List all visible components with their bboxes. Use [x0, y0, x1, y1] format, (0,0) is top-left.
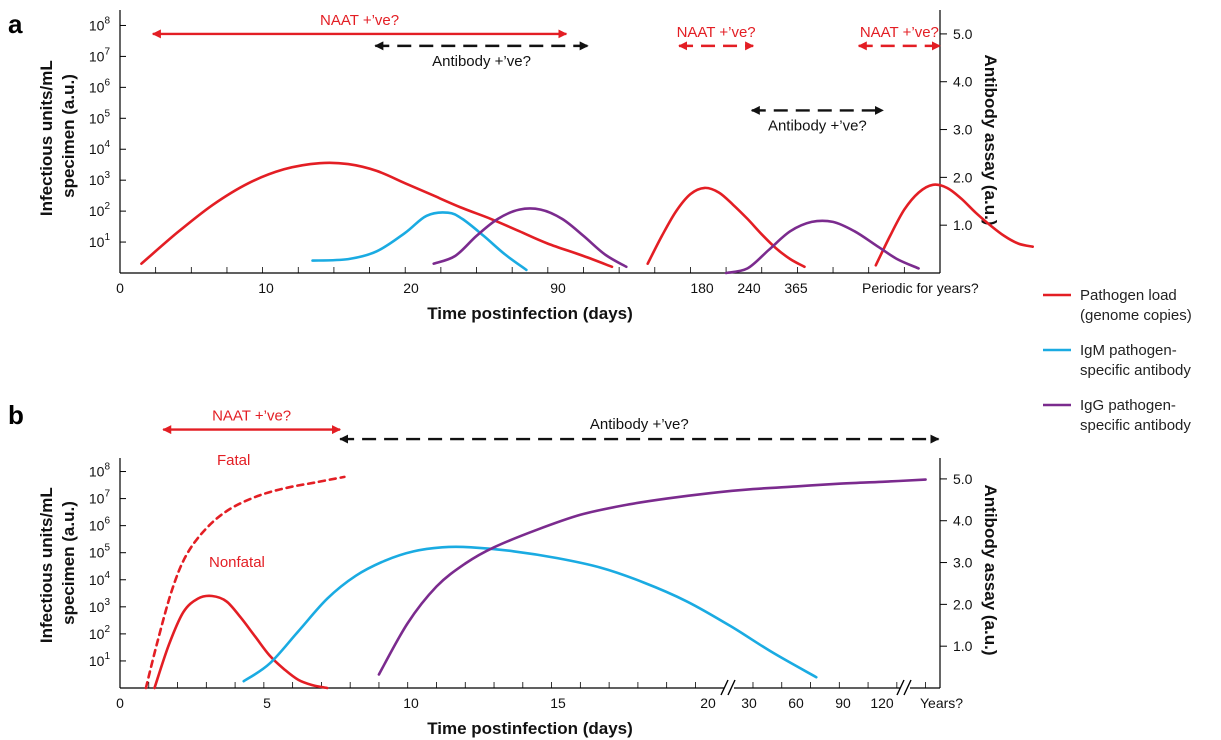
series-line-igg [724, 219, 920, 275]
y-right-tick-label: 4.0 [953, 513, 973, 529]
series-line-pathogen [153, 594, 329, 690]
y-title-line: specimen (a.u.) [59, 501, 78, 625]
y-right-tick-label: 2.0 [953, 169, 973, 185]
y-left-tick-label: 105 [89, 543, 111, 561]
y-left-tick-label: 108 [89, 462, 111, 480]
panel-a-y-title-left: Infectious units/mL specimen (a.u.) [37, 56, 78, 216]
series-line-igg [377, 478, 927, 676]
x-tick-label: 10 [258, 280, 274, 296]
legend-label: specific antibody [1080, 417, 1191, 434]
y-right-tick-label: 5.0 [953, 26, 973, 42]
y-title-line: specimen (a.u.) [59, 74, 78, 198]
legend-label: (genome copies) [1080, 307, 1192, 324]
nonfatal-label: Nonfatal [209, 554, 265, 571]
series-line-igg [432, 207, 628, 269]
y-left-tick-label: 101 [89, 651, 111, 669]
x-tick-label: 60 [788, 695, 804, 711]
panel-a-x-title: Time postinfection (days) [427, 304, 633, 323]
panel-b-y-title-right: Antibody assay (a.u.) [981, 485, 1000, 656]
y-left-tick-label: 106 [89, 516, 111, 534]
annotation-label: NAAT +’ve? [677, 24, 756, 41]
series-line-pathogen [140, 161, 614, 269]
panel-b-x-ticks: 0 5 10 15 20 30 60 90 120 Years? [116, 695, 963, 711]
x-tick-label: 90 [835, 695, 851, 711]
y-left-tick-label: 107 [89, 489, 111, 507]
y-right-tick-label: 3.0 [953, 555, 973, 571]
y-right-tick-label: 1.0 [953, 638, 973, 654]
panel-b-y-title-left: Infectious units/mL specimen (a.u.) [37, 483, 78, 643]
y-left-tick-label: 102 [89, 624, 111, 642]
legend-label: IgG pathogen- [1080, 397, 1176, 414]
x-tick-label: 240 [737, 280, 761, 296]
panel-a-plot: 101 102 103 104 105 106 107 108 1.0 2.0 3.0 4.0 5.0 N… [89, 12, 1034, 275]
y-right-tick-label: 1.0 [953, 217, 973, 233]
legend-label: IgM pathogen- [1080, 342, 1177, 359]
x-tick-label: 10 [403, 695, 419, 711]
x-tick-label: Years? [920, 695, 963, 711]
x-tick-label: 0 [116, 695, 124, 711]
annotation-label: Antibody +’ve? [768, 117, 867, 134]
x-tick-label: 15 [550, 695, 566, 711]
x-tick-label: 180 [690, 280, 714, 296]
panel-a: 0 10 20 90 180 240 365 Periodic for year… [37, 10, 1000, 323]
axis-break-2 [896, 679, 912, 696]
y-left-tick-label: 102 [89, 201, 111, 219]
x-tick-label: Periodic for years? [862, 280, 979, 296]
legend-label: specific antibody [1080, 362, 1191, 379]
legend-label: Pathogen load [1080, 287, 1177, 304]
axis-break-1 [720, 679, 736, 696]
y-title-line: Infectious units/mL [37, 488, 56, 644]
legend: Pathogen load (genome copies) IgM pathogen… [1043, 287, 1192, 434]
x-tick-label: 0 [116, 280, 124, 296]
y-right-tick-label: 4.0 [953, 74, 973, 90]
x-tick-label: 120 [870, 695, 894, 711]
annotation-label: NAAT +’ve? [212, 408, 291, 425]
panel-b-x-title: Time postinfection (days) [427, 719, 633, 738]
annotation-label: Antibody +’ve? [590, 416, 689, 433]
panel-b-letter: b [8, 400, 24, 430]
x-tick-label: 20 [403, 280, 419, 296]
y-title-line: Infectious units/mL [37, 61, 56, 217]
y-left-tick-label: 106 [89, 77, 111, 95]
x-tick-label: 90 [550, 280, 566, 296]
panel-b-plot: 101 102 103 104 105 106 107 108 1.0 2.0 3.0 4.0 5.0 N… [89, 408, 973, 690]
y-left-tick-label: 103 [89, 170, 111, 188]
y-left-tick-label: 108 [89, 15, 111, 33]
y-left-tick-label: 104 [89, 139, 111, 157]
panel-b: 0 5 10 15 20 30 60 90 120 Years? Time po… [37, 458, 1000, 738]
fatal-label: Fatal [217, 452, 250, 469]
x-tick-label: 5 [263, 695, 271, 711]
panel-a-x-ticks: 0 10 20 90 180 240 365 Periodic for year… [116, 280, 979, 296]
y-right-tick-label: 5.0 [953, 471, 973, 487]
annotation-label: NAAT +’ve? [860, 24, 939, 41]
series-line-pathogen [144, 475, 346, 690]
series-line-pathogen [874, 183, 1034, 267]
x-tick-label: 20 [700, 695, 716, 711]
x-tick-label: 365 [784, 280, 808, 296]
y-right-tick-label: 3.0 [953, 122, 973, 138]
y-left-tick-label: 105 [89, 108, 111, 126]
annotation-label: Antibody +’ve? [432, 53, 531, 70]
y-left-tick-label: 101 [89, 232, 111, 250]
panel-a-y-title-right: Antibody assay (a.u.) [981, 55, 1000, 226]
y-left-tick-label: 104 [89, 570, 111, 588]
y-left-tick-label: 107 [89, 46, 111, 64]
annotation-label: NAAT +’ve? [320, 12, 399, 29]
series-line-igm [311, 211, 528, 272]
y-right-tick-label: 2.0 [953, 596, 973, 612]
series-line-pathogen [646, 186, 806, 269]
series-line-igm [242, 545, 818, 683]
y-left-tick-label: 103 [89, 597, 111, 615]
panel-a-letter: a [8, 9, 23, 39]
x-tick-label: 30 [741, 695, 757, 711]
